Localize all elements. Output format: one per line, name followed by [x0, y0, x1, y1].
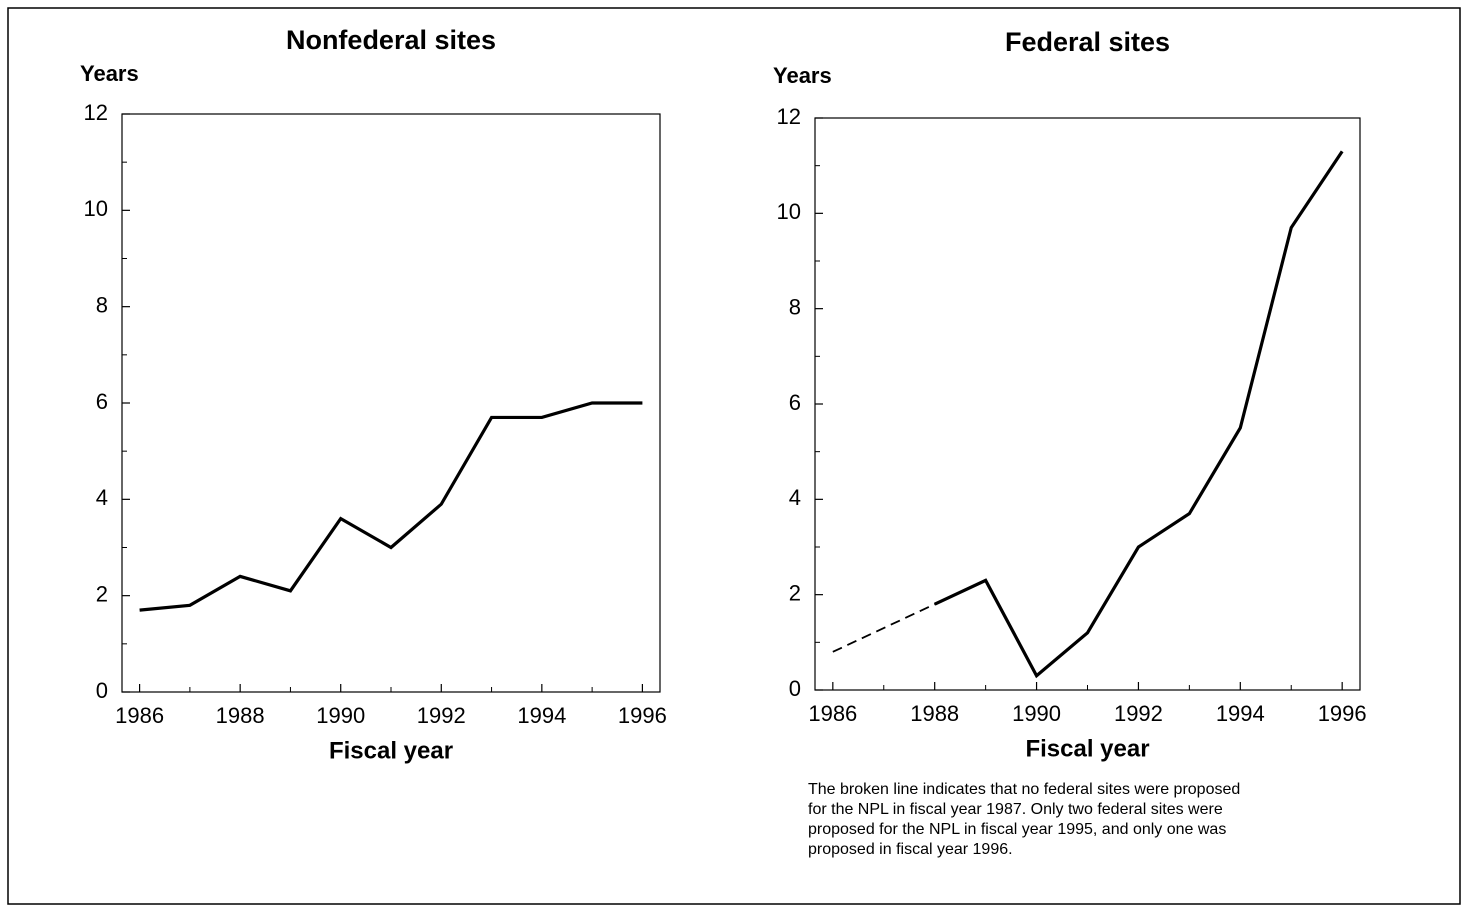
x-tick-label: 1990	[316, 703, 365, 728]
y-tick-label: 10	[777, 199, 801, 224]
note-line: The broken line indicates that no federa…	[808, 781, 1240, 798]
chart-title: Federal sites	[1005, 27, 1170, 57]
y-axis-label: Years	[773, 63, 832, 88]
y-tick-label: 4	[96, 485, 108, 510]
gap-bridge	[832, 603, 936, 653]
x-tick-label: 1996	[1318, 701, 1367, 726]
y-axis-label: Years	[80, 61, 139, 86]
x-tick-label: 1994	[517, 703, 566, 728]
note-line: proposed for the NPL in fiscal year 1995…	[808, 821, 1226, 838]
x-axis-label: Fiscal year	[1025, 735, 1149, 762]
y-tick-label: 4	[789, 485, 801, 510]
y-tick-label: 6	[789, 390, 801, 415]
y-tick-label: 0	[789, 676, 801, 701]
y-tick-label: 10	[84, 196, 108, 221]
x-tick-label: 1990	[1012, 701, 1061, 726]
y-tick-label: 12	[84, 100, 108, 125]
y-tick-label: 2	[789, 580, 801, 605]
y-tick-label: 6	[96, 389, 108, 414]
note-line: for the NPL in fiscal year 1987. Only tw…	[808, 801, 1223, 818]
figure-border	[7, 7, 1461, 905]
y-tick-label: 8	[96, 292, 108, 317]
plot-frame	[121, 113, 661, 693]
data-line	[139, 401, 643, 612]
chart-title: Nonfederal sites	[286, 25, 496, 55]
x-tick-label: 1986	[808, 701, 857, 726]
x-tick-label: 1988	[910, 701, 959, 726]
plot-frame	[814, 117, 1361, 691]
x-tick-label: 1992	[417, 703, 466, 728]
x-axis-label: Fiscal year	[329, 737, 453, 764]
y-tick-label: 12	[777, 104, 801, 129]
x-tick-label: 1988	[216, 703, 265, 728]
data-line	[934, 150, 1344, 679]
x-tick-label: 1994	[1216, 701, 1265, 726]
y-tick-label: 0	[96, 678, 108, 703]
y-tick-label: 8	[789, 294, 801, 319]
x-tick-label: 1996	[618, 703, 667, 728]
y-tick-label: 2	[96, 581, 108, 606]
x-tick-label: 1986	[115, 703, 164, 728]
x-tick-label: 1992	[1114, 701, 1163, 726]
note-line: proposed in fiscal year 1996.	[808, 841, 1013, 858]
